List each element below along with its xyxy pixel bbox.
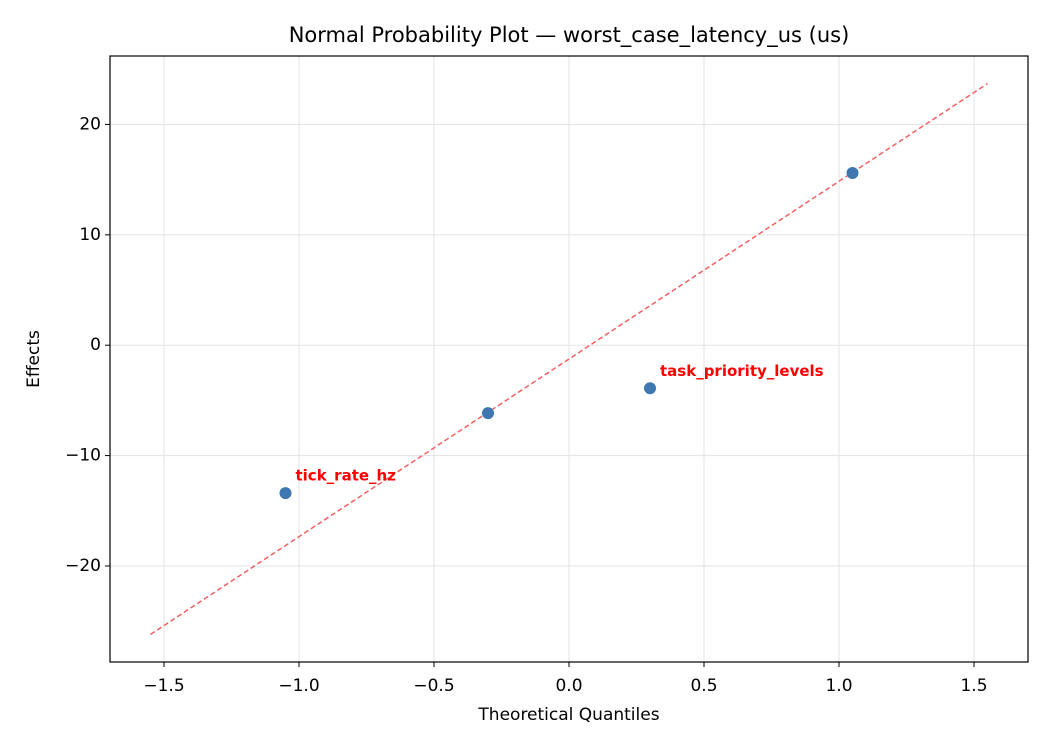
plot-frame	[109, 55, 1029, 663]
x-tick-label: 1.0	[825, 676, 852, 696]
point	[482, 407, 494, 420]
y-tick-label: 20	[79, 114, 101, 134]
x-tick-label: 0.5	[690, 676, 717, 696]
point-annotation: tick_rate_hz	[296, 467, 397, 485]
x-tick-label: 0.0	[555, 676, 582, 696]
point-annotation: task_priority_levels	[660, 362, 824, 380]
x-tick-label: 1.5	[960, 676, 987, 696]
x-axis-label: Theoretical Quantiles	[477, 705, 659, 725]
chart-title: Normal Probability Plot — worst_case_lat…	[289, 23, 850, 48]
x-tick-label: −1.0	[278, 676, 319, 696]
y-tick-label: −10	[65, 446, 101, 466]
y-tick-label: 0	[90, 335, 101, 355]
point	[279, 487, 292, 500]
x-tick-label: −0.5	[413, 676, 454, 696]
point	[644, 382, 656, 395]
y-axis-label: Effects	[24, 330, 44, 388]
x-tick-label: −1.5	[143, 676, 184, 696]
y-tick-label: −20	[65, 556, 101, 576]
point	[846, 167, 859, 180]
y-tick-label: 10	[79, 225, 101, 245]
